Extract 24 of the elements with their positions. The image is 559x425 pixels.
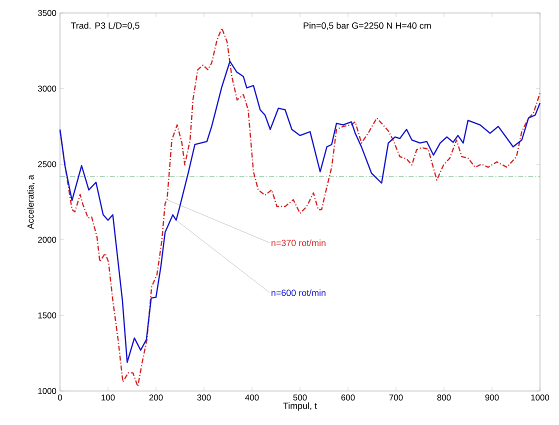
x-tick-label: 0 <box>58 394 62 401</box>
y-tick-label: 1000 <box>38 388 56 394</box>
x-axis-title: Timpul, t <box>283 402 317 411</box>
x-tick-label: 700 <box>389 394 403 401</box>
x-tick-label: 400 <box>245 394 259 401</box>
x-tick-label: 800 <box>437 394 451 401</box>
annotation: Trad. P3 L/D=0,5 <box>70 22 140 30</box>
y-axis-title: Acceleratia, a <box>27 174 35 230</box>
y-tick-label: 2000 <box>38 236 56 243</box>
x-tick-label: 100 <box>102 394 115 401</box>
y-tick-label: 3500 <box>38 10 56 16</box>
text: n=600 rot/min <box>272 289 326 296</box>
y-tick-label: 1500 <box>38 312 56 318</box>
x-tick-label: 900 <box>485 394 499 401</box>
x-tick-label: 200 <box>149 394 163 401</box>
x-tick-label: 500 <box>293 394 307 401</box>
line-series <box>59 60 541 363</box>
y-tick-label: 2500 <box>38 161 56 168</box>
x-tick-label: 1000 <box>531 394 550 401</box>
text: n=370 rot/min <box>272 240 326 246</box>
x-tick-label: 300 <box>197 394 211 401</box>
y-tick-label: 3000 <box>38 86 56 92</box>
x-tick-label: 600 <box>341 394 355 401</box>
annotation: Pin=0,5 bar G=2250 N H=40 cm <box>304 22 431 30</box>
